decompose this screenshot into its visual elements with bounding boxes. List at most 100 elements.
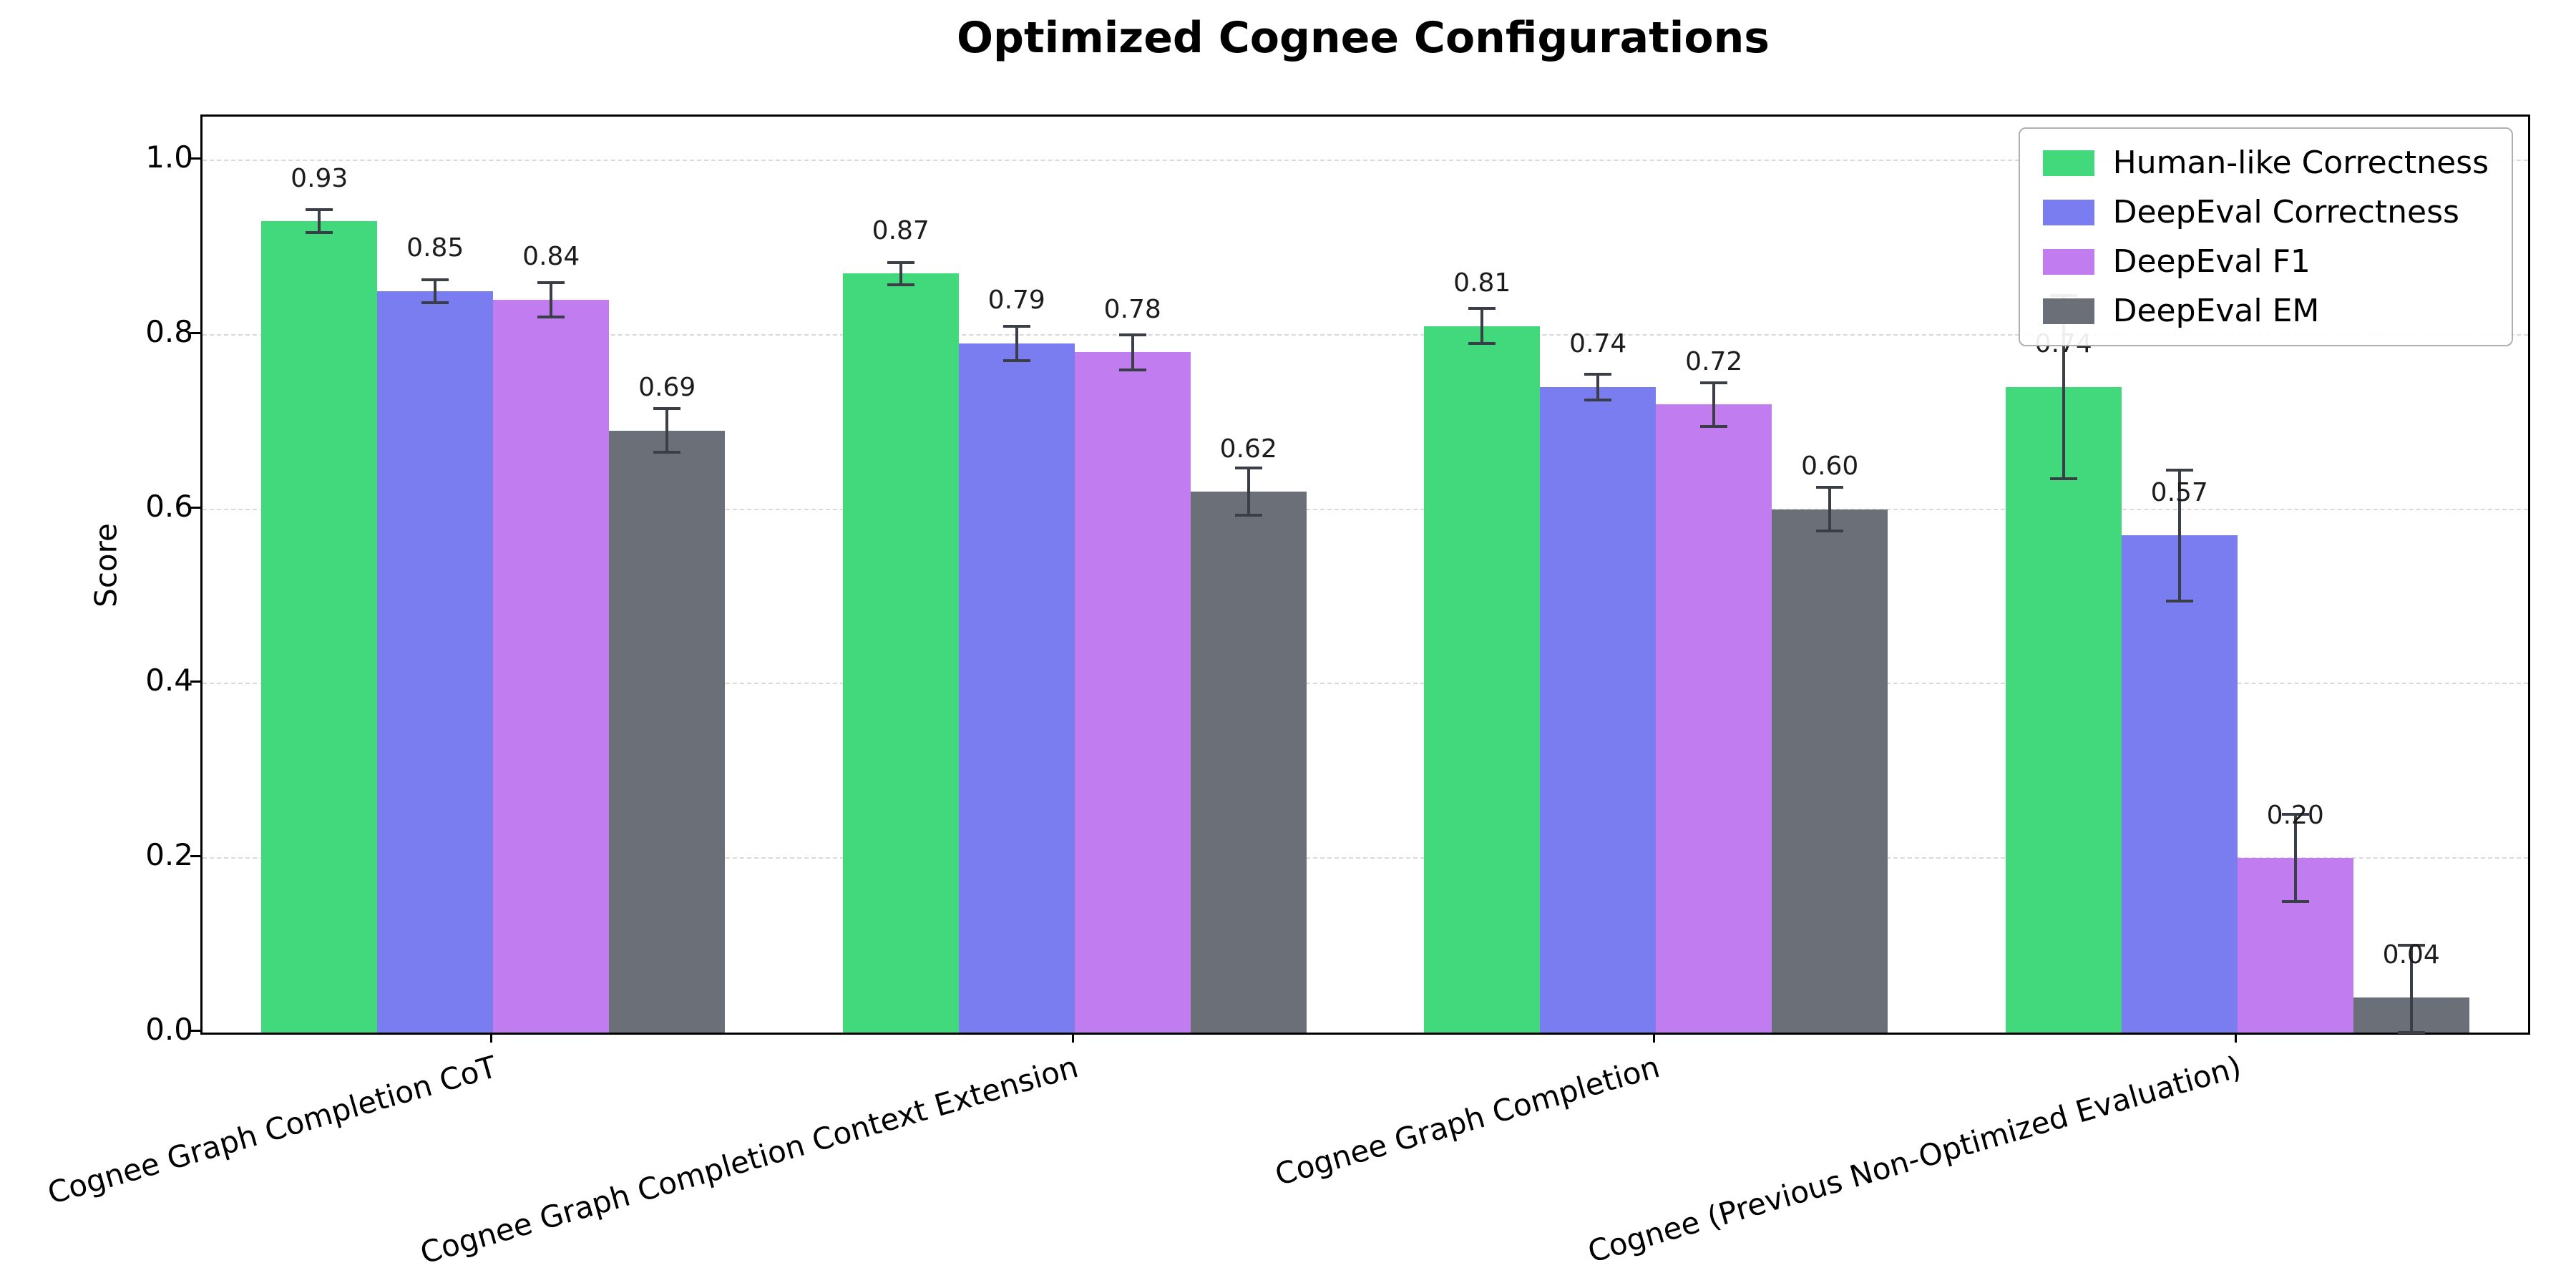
error-bar-line xyxy=(2062,295,2065,479)
bar xyxy=(261,221,378,1033)
legend-swatch xyxy=(2042,150,2094,176)
error-bar-line xyxy=(434,279,437,303)
error-bar-cap-top xyxy=(887,260,914,264)
y-tick-mark xyxy=(190,331,200,334)
bar-value-label: 0.72 xyxy=(1685,346,1743,376)
bar xyxy=(377,291,494,1033)
error-bar-cap-bottom xyxy=(537,316,565,319)
y-tick-mark xyxy=(190,157,200,160)
bar-value-label: 0.57 xyxy=(2150,477,2208,507)
bar-value-label: 0.74 xyxy=(1569,329,1627,359)
bar xyxy=(1190,492,1307,1033)
grid-line xyxy=(203,683,2528,685)
y-tick-label: 0.4 xyxy=(145,663,193,698)
error-bar-cap-top xyxy=(2165,468,2193,472)
y-axis-label: Score xyxy=(88,523,124,608)
error-bar-cap-top xyxy=(1234,467,1262,470)
bar xyxy=(609,430,726,1033)
bar-value-label: 0.62 xyxy=(1219,434,1277,464)
x-tick-mark xyxy=(1653,1033,1656,1043)
error-bar-cap-top xyxy=(653,407,681,411)
error-bar-cap-bottom xyxy=(2397,1031,2425,1034)
x-tick-label: Cognee (Previous Non-Optimized Evaluatio… xyxy=(1584,1049,2245,1270)
legend-swatch xyxy=(2042,248,2094,275)
error-bar-cap-bottom xyxy=(1816,530,1844,533)
error-bar-line xyxy=(2293,814,2297,902)
legend: Human-like Correctness DeepEval Correctne… xyxy=(2018,127,2513,346)
y-tick-mark xyxy=(190,1030,200,1032)
bar xyxy=(493,300,610,1033)
error-bar-cap-bottom xyxy=(1002,359,1030,363)
error-bar-line xyxy=(1596,374,1600,401)
chart-title: Optimized Cognee Configurations xyxy=(956,13,1770,63)
error-bar-cap-bottom xyxy=(653,451,681,454)
bar xyxy=(2121,535,2238,1033)
legend-item: DeepEval Correctness xyxy=(2042,194,2489,230)
legend-label: DeepEval F1 xyxy=(2112,243,2311,280)
error-bar-line xyxy=(1712,382,1716,426)
legend-label: DeepEval Correctness xyxy=(2112,194,2459,230)
error-bar-line xyxy=(1246,468,1250,516)
y-tick-mark xyxy=(190,506,200,509)
error-bar-line xyxy=(318,210,321,233)
bar-value-label: 0.04 xyxy=(2382,940,2440,970)
error-bar-cap-bottom xyxy=(1468,341,1496,345)
bar xyxy=(958,343,1075,1033)
error-bar-cap-bottom xyxy=(2165,599,2193,602)
x-tick-mark xyxy=(1071,1033,1074,1043)
error-bar-line xyxy=(1131,334,1134,370)
error-bar-cap-top xyxy=(1002,324,1030,328)
legend-item: DeepEval EM xyxy=(2042,293,2489,329)
bar-value-label: 0.69 xyxy=(638,373,696,403)
error-bar-cap-top xyxy=(1816,486,1844,489)
error-bar-line xyxy=(1015,326,1018,361)
y-tick-label: 1.0 xyxy=(145,139,193,175)
x-tick-mark xyxy=(2234,1033,2237,1043)
y-tick-label: 0.0 xyxy=(145,1012,193,1047)
bar-value-label: 0.79 xyxy=(987,286,1045,316)
grid-line xyxy=(203,333,2528,336)
error-bar-line xyxy=(899,262,902,286)
error-bar-line xyxy=(1828,487,1832,532)
legend-swatch xyxy=(2042,199,2094,225)
x-tick-label: Cognee Graph Completion CoT xyxy=(44,1049,501,1211)
bar-value-label: 0.20 xyxy=(2266,800,2324,830)
error-bar-cap-top xyxy=(1468,307,1496,311)
y-tick-mark xyxy=(190,855,200,858)
error-bar-cap-bottom xyxy=(1234,514,1262,517)
bar-value-label: 0.85 xyxy=(406,233,464,263)
grid-line xyxy=(203,857,2528,859)
x-tick-label: Cognee Graph Completion Context Extensio… xyxy=(416,1049,1083,1271)
grid-line xyxy=(203,508,2528,510)
legend-item: Human-like Correctness xyxy=(2042,145,2489,181)
bar xyxy=(1656,404,1772,1033)
y-tick-label: 0.2 xyxy=(145,837,193,873)
error-bar-line xyxy=(550,282,553,318)
error-bar-cap-top xyxy=(1584,372,1612,376)
grid-line xyxy=(203,159,2528,161)
bar xyxy=(1772,509,1888,1033)
y-tick-label: 0.8 xyxy=(145,313,193,349)
bar-value-label: 0.81 xyxy=(1453,268,1511,298)
legend-item: DeepEval F1 xyxy=(2042,243,2489,280)
error-bar-cap-top xyxy=(2281,813,2309,816)
bar-value-label: 0.87 xyxy=(872,215,930,245)
bar xyxy=(1074,352,1191,1033)
error-bar-line xyxy=(2409,945,2413,1033)
error-bar-cap-bottom xyxy=(1584,399,1612,402)
y-tick-label: 0.6 xyxy=(145,488,193,524)
error-bar-cap-top xyxy=(421,278,449,281)
error-bar-cap-bottom xyxy=(1700,424,1728,428)
legend-swatch xyxy=(2042,298,2094,324)
error-bar-cap-bottom xyxy=(421,301,449,304)
bar-value-label: 0.93 xyxy=(291,163,348,193)
error-bar-cap-top xyxy=(1700,381,1728,384)
bar xyxy=(1424,326,1541,1033)
legend-label: DeepEval EM xyxy=(2112,293,2320,329)
error-bar-line xyxy=(1480,308,1484,343)
error-bar-cap-bottom xyxy=(2049,477,2077,480)
bar xyxy=(2005,386,2122,1033)
bar-value-label: 0.78 xyxy=(1103,294,1161,324)
y-tick-mark xyxy=(190,680,200,683)
bar xyxy=(1540,386,1657,1033)
